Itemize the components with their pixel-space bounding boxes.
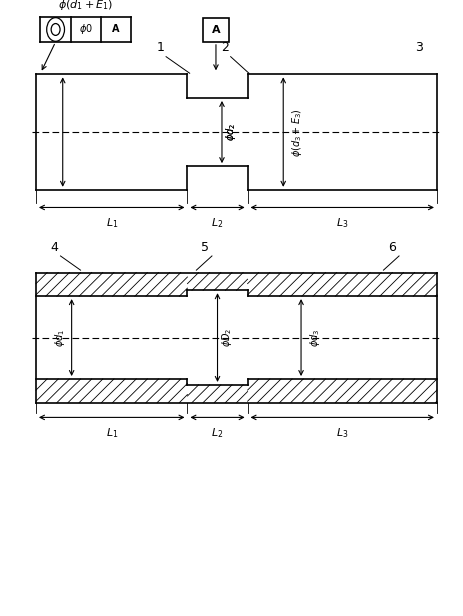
Text: 2: 2: [221, 41, 229, 54]
Bar: [203, 18, 228, 42]
Text: $\phi D_2$: $\phi D_2$: [219, 328, 233, 347]
Text: $L_1$: $L_1$: [105, 426, 118, 440]
Text: $\phi 0$: $\phi 0$: [79, 22, 93, 36]
Text: $L_2$: $L_2$: [211, 426, 223, 440]
Text: 3: 3: [414, 41, 422, 54]
Text: 1: 1: [156, 41, 164, 54]
Text: $\phi(d_1+E_1)$: $\phi(d_1+E_1)$: [58, 0, 113, 12]
Text: A: A: [211, 25, 220, 35]
Text: $L_3$: $L_3$: [335, 426, 348, 440]
Text: A: A: [112, 25, 119, 34]
Text: 5: 5: [201, 241, 209, 254]
Text: $L_1$: $L_1$: [105, 216, 118, 230]
Text: $\phi d_3$: $\phi d_3$: [307, 328, 321, 347]
Text: $L_2$: $L_2$: [211, 216, 223, 230]
Text: 4: 4: [50, 241, 57, 254]
Text: $\phi d_2$: $\phi d_2$: [224, 123, 238, 142]
Text: $\phi d_2$: $\phi d_2$: [224, 123, 238, 142]
Text: 6: 6: [388, 241, 395, 254]
Text: $\phi d_1$: $\phi d_1$: [53, 328, 67, 347]
Text: $\phi(d_3+E_3)$: $\phi(d_3+E_3)$: [289, 108, 303, 156]
Text: $L_3$: $L_3$: [335, 216, 348, 230]
